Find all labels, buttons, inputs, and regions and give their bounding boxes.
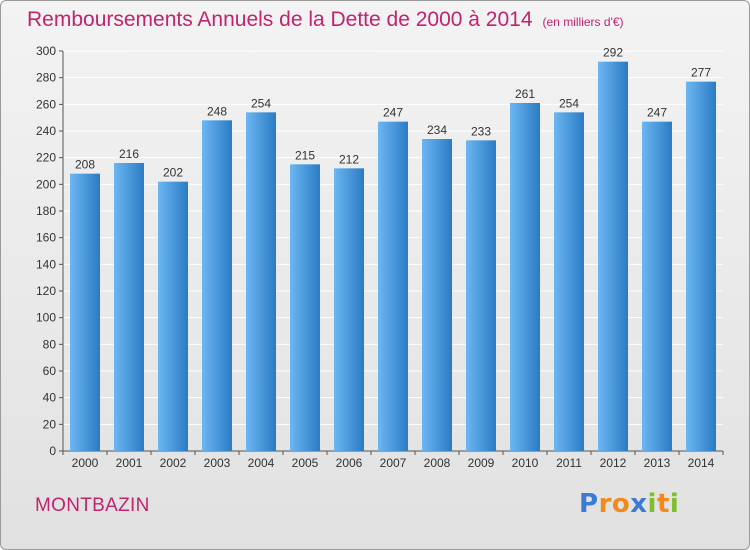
y-tick-label: 20: [43, 417, 57, 431]
bar[interactable]: [598, 61, 628, 452]
y-tick-label: 120: [36, 284, 56, 298]
bar[interactable]: [378, 121, 408, 452]
logo-letter: r: [598, 489, 612, 519]
x-tick-label: 2013: [644, 456, 671, 470]
bar[interactable]: [158, 181, 188, 451]
x-tick-label: 2004: [248, 456, 275, 470]
bar[interactable]: [642, 121, 672, 452]
bar[interactable]: [510, 103, 540, 451]
y-tick-label: 300: [36, 44, 56, 58]
y-tick-label: 160: [36, 231, 56, 245]
y-tick-label: 80: [43, 337, 57, 351]
logo-letter: i: [647, 489, 657, 519]
bar[interactable]: [246, 112, 276, 451]
bar[interactable]: [334, 168, 364, 452]
bar[interactable]: [686, 81, 716, 452]
logo-letter: i: [669, 489, 680, 519]
bar-value-label: 216: [119, 147, 139, 161]
x-tick-label: 2001: [116, 456, 143, 470]
commune-name: MONTBAZIN: [35, 495, 150, 516]
y-tick-label: 180: [36, 204, 56, 218]
y-tick-label: 220: [36, 151, 56, 165]
bar-value-label: 277: [691, 66, 711, 80]
chart-title: Remboursements Annuels de la Dette de 20…: [27, 8, 624, 32]
bar-value-label: 292: [603, 46, 623, 60]
x-tick-label: 2009: [468, 456, 495, 470]
y-tick-label: 280: [36, 71, 56, 85]
chart-title-text: Remboursements Annuels de la Dette de 20…: [27, 8, 533, 31]
y-tick-label: 100: [36, 311, 56, 325]
y-tick-label: 0: [49, 444, 56, 458]
y-tick-label: 140: [36, 257, 56, 271]
bar[interactable]: [114, 163, 144, 451]
logo-letter: P: [579, 489, 599, 519]
bar[interactable]: [554, 112, 584, 451]
x-tick-label: 2005: [292, 456, 319, 470]
y-tick-label: 60: [43, 364, 57, 378]
bar[interactable]: [466, 140, 496, 452]
x-tick-label: 2003: [204, 456, 231, 470]
y-tick-label: 260: [36, 97, 56, 111]
bar-value-label: 247: [383, 106, 403, 120]
x-tick-label: 2012: [600, 456, 627, 470]
proxiti-logo[interactable]: Proxiti: [579, 489, 679, 519]
bar-value-label: 254: [559, 96, 579, 110]
chart-unit: (en milliers d'€): [542, 15, 624, 29]
bar-value-label: 202: [163, 166, 183, 180]
bar-value-label: 212: [339, 152, 359, 166]
bar-value-label: 248: [207, 104, 227, 118]
bar-value-label: 234: [427, 123, 447, 137]
bar-value-label: 261: [515, 87, 535, 101]
x-tick-label: 2002: [160, 456, 187, 470]
bar-value-label: 254: [251, 96, 271, 110]
x-tick-label: 2008: [424, 456, 451, 470]
logo-letter: t: [656, 489, 670, 519]
bar[interactable]: [70, 173, 100, 451]
bar-value-label: 208: [75, 158, 95, 172]
y-tick-label: 200: [36, 177, 56, 191]
bar[interactable]: [290, 164, 320, 452]
bar-value-label: 233: [471, 124, 491, 138]
y-tick-label: 240: [36, 124, 56, 138]
logo-letter: x: [630, 489, 648, 519]
x-tick-label: 2014: [688, 456, 715, 470]
bar-value-label: 247: [647, 106, 667, 120]
bar-value-label: 215: [295, 148, 315, 162]
logo-letter: o: [611, 489, 631, 519]
x-tick-label: 2011: [556, 456, 582, 470]
x-tick-label: 2006: [336, 456, 363, 470]
x-tick-label: 2010: [512, 456, 539, 470]
bar[interactable]: [422, 139, 452, 451]
x-tick-label: 2007: [380, 456, 407, 470]
y-tick-label: 40: [43, 391, 57, 405]
x-tick-label: 2000: [72, 456, 99, 470]
bar[interactable]: [202, 120, 232, 451]
